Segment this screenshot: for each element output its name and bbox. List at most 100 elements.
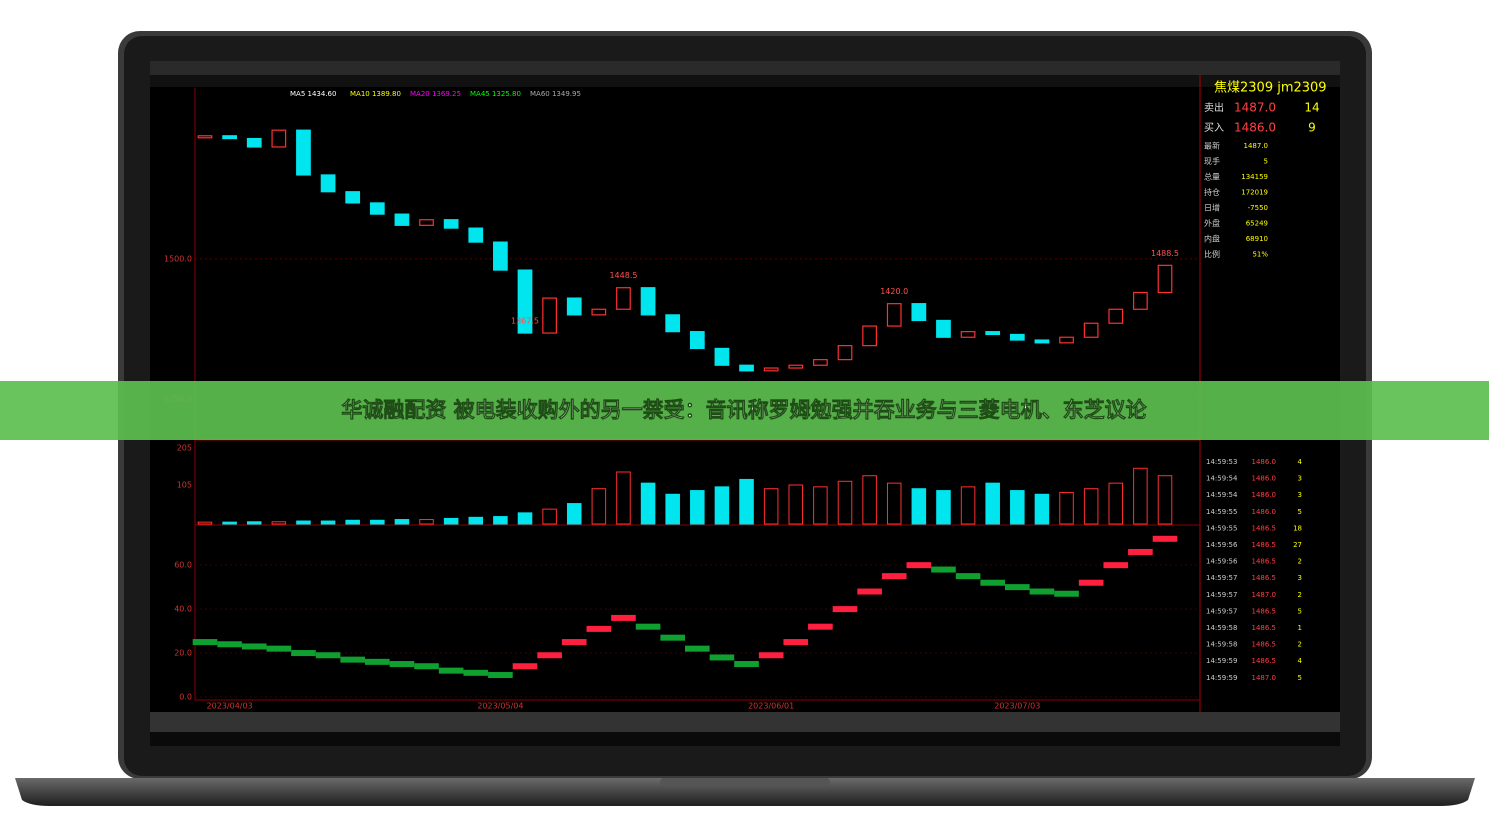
candle: [616, 287, 631, 310]
candle: [763, 367, 779, 372]
volume-tick-label: 205: [177, 443, 192, 452]
volume-bar: [591, 488, 607, 525]
trade-volume: 2: [1298, 558, 1302, 566]
indicator-mark: [537, 652, 562, 659]
trade-time: 14:59:58: [1206, 641, 1237, 649]
volume-bar: [739, 478, 754, 525]
candle: [542, 297, 557, 334]
trade-time: 14:59:55: [1206, 524, 1237, 532]
trade-volume: 5: [1298, 607, 1302, 615]
volume-bar: [1108, 482, 1124, 525]
indicator-mark: [611, 614, 636, 621]
quote-label: 卖出: [1204, 101, 1224, 114]
quote-row-value: 172019: [1241, 189, 1268, 197]
trade-price: 1486.0: [1252, 491, 1277, 499]
volume-bar: [1133, 467, 1148, 525]
candle: [591, 308, 607, 316]
candle: [271, 129, 287, 148]
quote-row-label: 日增: [1204, 203, 1220, 213]
trade-volume: 2: [1298, 591, 1302, 599]
candle: [468, 227, 484, 243]
y-tick-label: 1500.0: [164, 254, 192, 263]
indicator-mark: [931, 566, 956, 573]
quote-row-value: 65249: [1246, 220, 1268, 228]
candle: [566, 297, 582, 316]
trade-time: 14:59:53: [1206, 458, 1237, 466]
indicator-mark: [192, 639, 218, 646]
indicator-mark: [1152, 535, 1178, 542]
candle: [640, 287, 656, 316]
indicator-mark: [365, 658, 390, 665]
indicator-mark: [414, 663, 439, 670]
trade-price: 1486.5: [1252, 574, 1277, 582]
indicator-mark: [808, 623, 833, 630]
trade-time: 14:59:56: [1206, 558, 1238, 566]
indicator-mark: [266, 645, 292, 652]
quote-row-label: 比例: [1204, 249, 1220, 259]
candle: [320, 174, 336, 193]
trade-time: 14:59:54: [1206, 491, 1238, 499]
indicator-mark: [783, 639, 809, 646]
candle: [739, 364, 754, 372]
ma-legend: MA20 1369.25: [410, 90, 461, 98]
indicator-mark: [217, 641, 242, 648]
volume-bar: [493, 516, 508, 525]
indicator-mark: [758, 652, 784, 659]
indicator-mark: [241, 643, 267, 650]
trade-price: 1486.5: [1252, 624, 1277, 632]
volume-bar: [370, 519, 385, 525]
indicator-mark: [660, 634, 685, 641]
indicator-tick-label: 0.0: [179, 693, 192, 702]
trade-time: 14:59:59: [1206, 674, 1237, 682]
trade-volume: 4: [1298, 657, 1303, 665]
indicator-mark: [512, 663, 538, 670]
price-label: 1420.0: [880, 287, 908, 296]
quote-row-label: 内盘: [1204, 234, 1220, 244]
indicator-mark: [857, 588, 882, 595]
volume-bar: [665, 493, 680, 525]
volume-bar: [960, 486, 976, 525]
trade-price: 1486.0: [1252, 508, 1277, 516]
x-tick-label: 2023/04/03: [207, 702, 253, 711]
volume-bar: [468, 516, 484, 525]
x-tick-label: 2023/05/04: [477, 702, 523, 711]
indicator-mark: [340, 656, 365, 663]
trade-volume: 18: [1293, 524, 1302, 532]
trade-price: 1487.0: [1252, 674, 1277, 682]
indicator-mark: [832, 606, 858, 613]
candle: [788, 364, 804, 369]
candle: [837, 345, 853, 361]
candle: [394, 213, 410, 226]
volume-bar: [1157, 475, 1173, 525]
indicator-mark: [586, 625, 612, 632]
volume-bar: [616, 471, 631, 525]
candle: [296, 129, 311, 176]
trade-time: 14:59:58: [1206, 624, 1237, 632]
tab-strip: [150, 75, 1340, 87]
volume-bar: [1034, 493, 1050, 525]
indicator-tick-label: 60.0: [174, 561, 192, 570]
candle: [246, 137, 262, 148]
trade-volume: 3: [1298, 475, 1302, 483]
candle: [911, 303, 927, 322]
indicator-mark: [291, 650, 316, 657]
candle: [1157, 264, 1173, 294]
candle: [689, 331, 705, 350]
candle: [886, 303, 902, 327]
volume-bar: [345, 519, 360, 525]
indicator-mark: [438, 667, 464, 674]
x-tick-label: 2023/06/01: [748, 702, 794, 711]
candle: [1133, 291, 1148, 310]
trade-volume: 5: [1298, 508, 1302, 516]
volume-bar: [640, 482, 656, 525]
candle: [369, 202, 385, 215]
indicator-mark: [389, 661, 415, 668]
candle: [1083, 322, 1099, 338]
candle: [443, 219, 459, 229]
indicator-tick-label: 40.0: [174, 605, 192, 614]
volume-bar: [197, 521, 213, 525]
candle: [936, 319, 951, 338]
indicator-mark: [980, 579, 1005, 586]
trade-volume: 1: [1298, 624, 1302, 632]
